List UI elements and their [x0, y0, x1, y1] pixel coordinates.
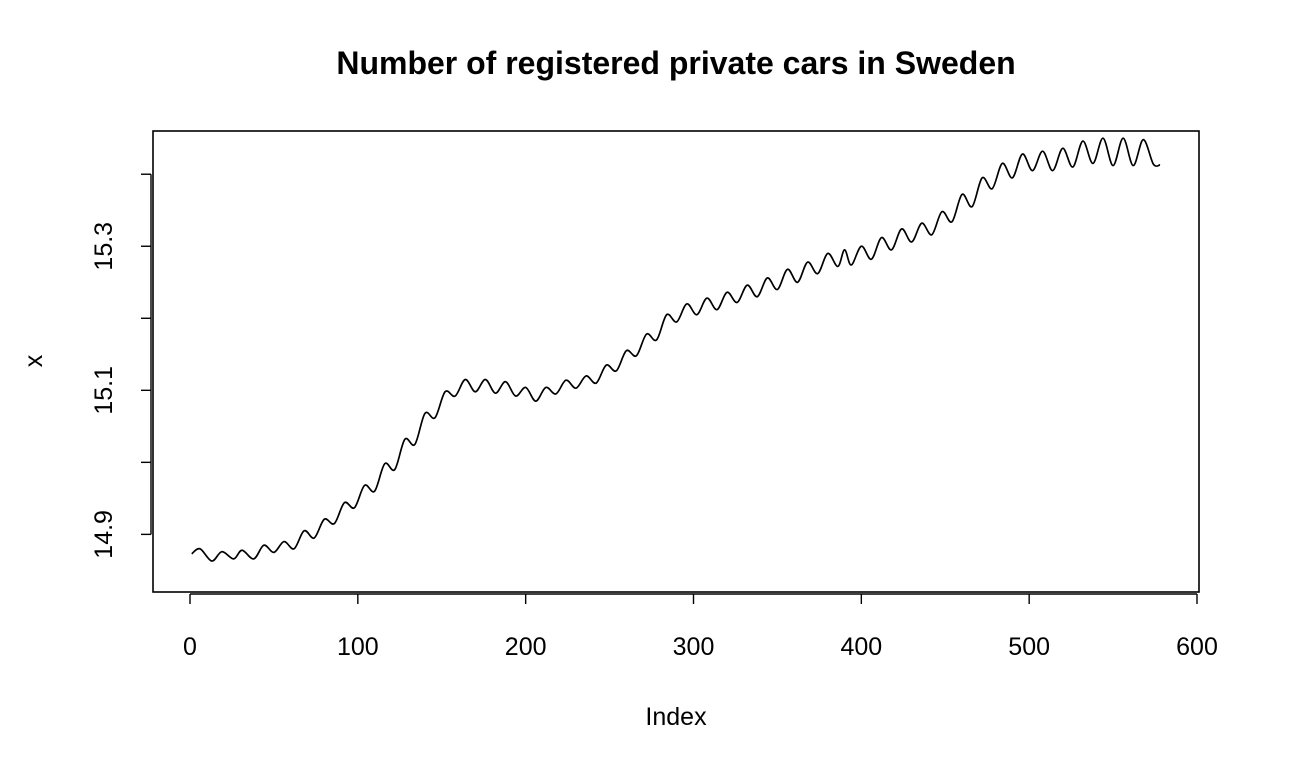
x-tick-label: 0 [183, 633, 197, 661]
x-tick-label: 600 [1176, 633, 1218, 661]
plot-area-frame [152, 130, 1200, 593]
y-tick-label: 15.1 [90, 366, 118, 415]
y-axis-label: x [20, 354, 48, 367]
series-layer [191, 137, 1161, 562]
chart-title: Number of registered private cars in Swe… [336, 45, 1015, 81]
series-line [191, 137, 1161, 562]
x-tick-label: 100 [337, 633, 379, 661]
x-tick-label: 400 [840, 633, 882, 661]
y-tick-label: 14.9 [90, 510, 118, 559]
x-axis-label: Index [645, 703, 707, 731]
y-axis: 14.9 15.1 15.3 [90, 173, 152, 559]
x-tick-label: 300 [673, 633, 715, 661]
x-axis: 0 100 200 300 400 500 600 [183, 593, 1218, 661]
y-tick-label: 15.3 [90, 222, 118, 271]
x-tick-label: 500 [1008, 633, 1050, 661]
x-tick-label: 200 [505, 633, 547, 661]
